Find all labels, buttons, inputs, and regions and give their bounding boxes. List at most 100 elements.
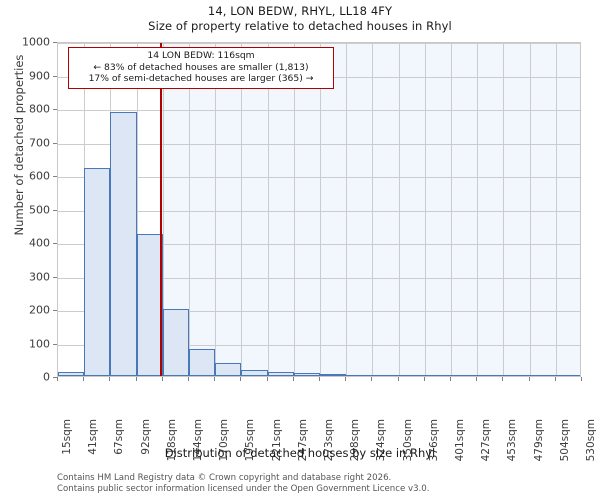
gridline-vertical bbox=[241, 43, 242, 376]
gridline-horizontal bbox=[58, 210, 580, 212]
larger-properties-shaded-region bbox=[160, 43, 580, 376]
y-axis-tick-label: 700 bbox=[29, 136, 50, 149]
histogram-bar bbox=[372, 375, 399, 376]
plot-area bbox=[57, 42, 581, 377]
x-axis-tick-mark bbox=[345, 377, 346, 381]
x-axis-tick-mark bbox=[502, 377, 503, 381]
y-axis-tick-label: 300 bbox=[29, 270, 50, 283]
y-axis-tick-mark bbox=[53, 276, 57, 278]
y-axis-tick-label: 800 bbox=[29, 102, 50, 116]
gridline-horizontal bbox=[58, 43, 580, 44]
y-axis-tick-mark bbox=[53, 142, 57, 144]
y-axis-tick-mark bbox=[53, 343, 57, 345]
property-annotation-box: 14 LON BEDW: 116sqm ← 83% of detached ho… bbox=[68, 47, 334, 89]
y-axis-label: Number of detached properties bbox=[12, 54, 26, 236]
y-axis-tick-mark bbox=[53, 176, 57, 177]
x-axis-tick-mark bbox=[450, 377, 451, 381]
y-axis-tick-mark bbox=[53, 209, 57, 211]
gridline-vertical bbox=[556, 43, 557, 376]
x-axis-tick-mark bbox=[83, 377, 84, 381]
x-axis-tick-mark bbox=[476, 377, 477, 381]
x-axis-label: Distribution of detached houses by size … bbox=[164, 446, 436, 460]
histogram-bar bbox=[84, 168, 111, 376]
y-axis-tick-label: 0 bbox=[43, 370, 50, 384]
histogram-bar bbox=[267, 372, 294, 376]
x-axis-tick-mark bbox=[424, 377, 425, 381]
histogram-bar bbox=[241, 369, 268, 376]
histogram-bar bbox=[215, 362, 242, 376]
chart-subtitle: Size of property relative to detached ho… bbox=[148, 19, 452, 33]
histogram-bar bbox=[398, 375, 425, 376]
histogram-bar bbox=[424, 375, 451, 376]
y-axis-tick-mark bbox=[53, 75, 57, 77]
histogram-bar bbox=[555, 375, 580, 376]
gridline-vertical bbox=[372, 43, 373, 376]
gridline-vertical bbox=[451, 43, 452, 376]
x-axis-tick-mark bbox=[529, 377, 530, 381]
histogram-bar bbox=[58, 371, 85, 376]
x-axis-tick-mark bbox=[371, 377, 372, 381]
gridline-vertical bbox=[320, 43, 321, 376]
annotation-line-larger: 17% of semi-detached houses are larger (… bbox=[88, 73, 314, 84]
gridline-horizontal bbox=[58, 277, 580, 279]
y-axis-tick-label: 400 bbox=[29, 236, 50, 250]
gridline-vertical bbox=[399, 43, 400, 376]
gridline-vertical bbox=[503, 43, 504, 376]
gridline-vertical bbox=[346, 43, 347, 376]
histogram-bar bbox=[503, 375, 530, 376]
x-axis-tick-mark bbox=[319, 377, 320, 381]
histogram-bar bbox=[346, 375, 373, 376]
footer-line-2: Contains public sector information licen… bbox=[57, 483, 430, 494]
x-axis-tick-mark bbox=[555, 377, 556, 381]
gridline-vertical bbox=[530, 43, 531, 376]
x-axis-tick-mark bbox=[240, 377, 241, 381]
histogram-bar bbox=[110, 112, 137, 376]
histogram-bar bbox=[162, 309, 189, 376]
y-axis-tick-label: 600 bbox=[29, 169, 50, 183]
annotation-line-smaller: ← 83% of detached houses are smaller (1,… bbox=[93, 61, 309, 73]
x-axis-tick-mark bbox=[214, 377, 215, 381]
gridline-horizontal bbox=[58, 110, 580, 111]
y-axis-tick-label: 900 bbox=[29, 69, 50, 82]
gridline-vertical bbox=[477, 43, 478, 376]
y-axis-tick-mark bbox=[53, 109, 57, 110]
y-axis-tick-mark bbox=[53, 377, 57, 378]
gridline-vertical bbox=[425, 43, 426, 376]
gridline-vertical bbox=[137, 43, 138, 376]
histogram-bar bbox=[320, 374, 347, 376]
y-axis-tick-label: 200 bbox=[29, 303, 50, 317]
histogram-bar bbox=[451, 375, 478, 376]
x-axis-tick-mark bbox=[188, 377, 189, 381]
x-axis-tick-mark bbox=[293, 377, 294, 381]
x-axis-tick-mark bbox=[267, 377, 268, 381]
y-axis-tick-label: 500 bbox=[29, 203, 50, 216]
annotation-line-size: 14 LON BEDW: 116sqm bbox=[147, 50, 255, 61]
x-axis-tick-mark bbox=[398, 377, 399, 381]
gridline-horizontal bbox=[58, 244, 580, 245]
footer-line-1: Contains HM Land Registry data © Crown c… bbox=[57, 473, 392, 483]
histogram-bar bbox=[477, 375, 504, 376]
y-axis-tick-mark bbox=[53, 42, 57, 43]
x-axis-tick-mark bbox=[57, 377, 58, 381]
x-axis-tick-mark bbox=[109, 377, 110, 381]
gridline-horizontal bbox=[58, 311, 580, 312]
y-axis-tick-mark bbox=[53, 243, 57, 244]
gridline-vertical bbox=[189, 43, 190, 376]
x-axis-tick-mark bbox=[581, 377, 582, 381]
histogram-bar bbox=[293, 373, 320, 376]
histogram-bar bbox=[189, 349, 216, 376]
gridline-vertical bbox=[294, 43, 295, 376]
gridline-vertical bbox=[268, 43, 269, 376]
gridline-vertical bbox=[163, 43, 164, 376]
x-axis-tick-mark bbox=[162, 377, 163, 381]
gridline-horizontal bbox=[58, 344, 580, 346]
histogram-bar bbox=[136, 233, 163, 376]
gridline-horizontal bbox=[58, 177, 580, 178]
attribution-footer: Contains HM Land Registry data © Crown c… bbox=[57, 473, 429, 494]
gridline-horizontal bbox=[58, 143, 580, 145]
y-axis-tick-label: 100 bbox=[29, 337, 50, 350]
property-size-marker-line bbox=[159, 43, 162, 376]
page-title: 14, LON BEDW, RHYL, LL18 4FY bbox=[207, 4, 393, 18]
gridline-vertical bbox=[215, 43, 216, 376]
